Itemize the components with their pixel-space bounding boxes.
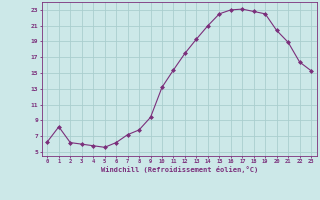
X-axis label: Windchill (Refroidissement éolien,°C): Windchill (Refroidissement éolien,°C) [100,166,258,173]
